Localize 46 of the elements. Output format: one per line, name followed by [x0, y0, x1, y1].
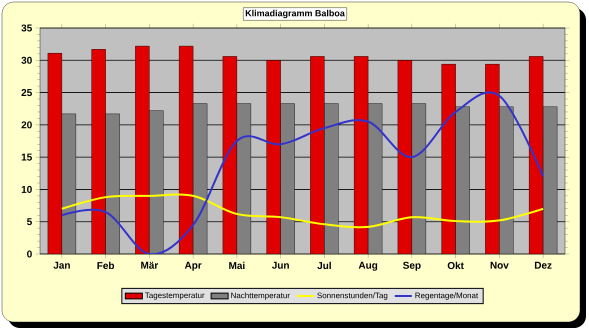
bar — [236, 103, 252, 254]
y-tick-label: 20 — [21, 121, 32, 128]
bar — [455, 106, 470, 254]
x-tick-label: Mai — [229, 262, 244, 270]
bar — [398, 60, 412, 254]
y-tick-label: 35 — [21, 24, 32, 32]
bar — [310, 56, 325, 254]
x-tick-label: Sep — [403, 262, 421, 271]
y-tick-label: 10 — [22, 186, 32, 193]
bar — [542, 106, 558, 254]
x-tick-label: Feb — [97, 262, 114, 270]
bar — [266, 60, 281, 254]
x-tick-label: Apr — [184, 262, 202, 271]
y-tick-label: 30 — [21, 56, 32, 64]
y-tick-label: 5 — [27, 218, 32, 226]
y-tick-label: 25 — [21, 89, 32, 96]
x-tick-label: Dez — [534, 262, 552, 269]
x-tick-label: Okt — [448, 262, 464, 270]
bar — [135, 46, 150, 254]
bar — [105, 114, 120, 254]
bar — [62, 114, 76, 254]
bar — [485, 64, 500, 254]
bar — [193, 104, 208, 254]
bar — [528, 56, 544, 254]
chart-title: Klimadiagramm Balboa — [246, 10, 345, 18]
x-tick-label: Jun — [272, 262, 289, 269]
x-tick-label: Jan — [53, 262, 70, 269]
bar — [499, 106, 514, 254]
x-tick-label: Aug — [358, 262, 378, 271]
y-tick-label: 0 — [27, 250, 32, 258]
x-tick-label: Jul — [317, 262, 331, 270]
line-series — [60, 194, 544, 228]
bar — [324, 103, 339, 254]
bar — [412, 103, 426, 254]
x-tick-label: Nov — [490, 262, 509, 269]
y-tick-label: 15 — [22, 154, 32, 161]
bar — [91, 49, 106, 254]
bar — [222, 56, 238, 254]
bar — [354, 56, 368, 254]
bar — [280, 103, 295, 254]
bar — [149, 110, 164, 254]
bar — [368, 103, 382, 254]
x-tick-label: Mär — [141, 262, 158, 269]
bar — [48, 52, 62, 254]
bar — [179, 46, 194, 254]
bar — [441, 64, 456, 254]
